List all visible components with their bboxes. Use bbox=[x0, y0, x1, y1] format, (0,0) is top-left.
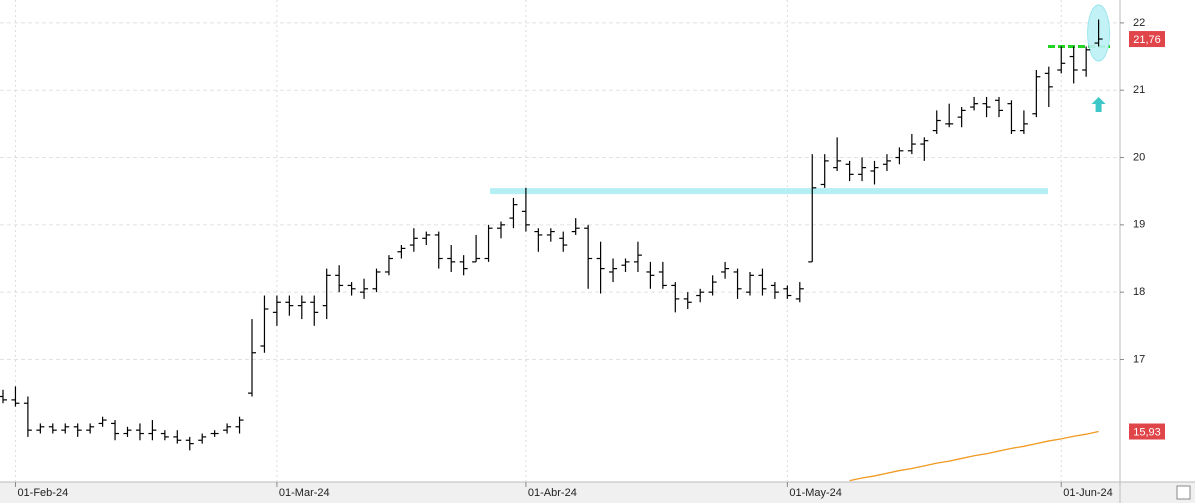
x-tick-label: 01-Jun-24 bbox=[1063, 487, 1113, 499]
x-tick-label: 01-Mar-24 bbox=[279, 487, 330, 499]
price-marker-label: 15,93 bbox=[1133, 426, 1161, 438]
up-arrow bbox=[1091, 97, 1106, 112]
moving-average-line bbox=[849, 430, 1099, 482]
x-tick-label: 01-Abr-24 bbox=[528, 487, 577, 499]
time-axis-strip bbox=[0, 482, 1195, 503]
y-tick-label: 17 bbox=[1133, 353, 1145, 365]
y-tick-label: 22 bbox=[1133, 17, 1145, 29]
price-marker bbox=[1129, 423, 1165, 440]
x-tick-label: 01-May-24 bbox=[789, 487, 842, 499]
y-tick-label: 19 bbox=[1133, 219, 1145, 231]
price-marker-label: 21,76 bbox=[1133, 34, 1161, 46]
y-tick-label: 18 bbox=[1133, 286, 1145, 298]
price-marker bbox=[1129, 31, 1165, 48]
y-tick-label: 21 bbox=[1133, 84, 1145, 96]
settings-icon[interactable] bbox=[1176, 485, 1191, 500]
y-tick-label: 20 bbox=[1133, 151, 1145, 163]
x-tick-label: 01-Feb-24 bbox=[17, 487, 68, 499]
